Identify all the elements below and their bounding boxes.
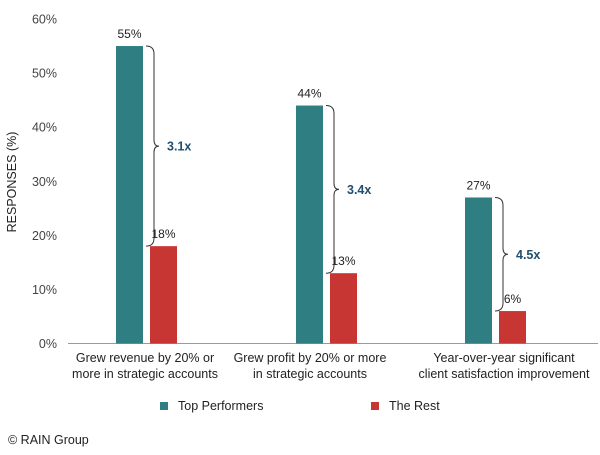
y-tick-label: 40%: [32, 121, 57, 135]
data-label: 18%: [151, 227, 175, 241]
data-label: 55%: [117, 27, 141, 41]
legend-swatch-the-rest: [371, 402, 379, 410]
legend: Top Performers The Rest: [0, 399, 600, 419]
ratio-annotation: 4.5x: [516, 248, 540, 262]
legend-swatch-top-performers: [160, 402, 168, 410]
y-tick-label: 50%: [32, 67, 57, 81]
y-tick-label: 30%: [32, 175, 57, 189]
legend-item-top-performers: Top Performers: [160, 399, 263, 413]
ratio-annotation: 3.4x: [347, 183, 371, 197]
legend-label-top-performers: Top Performers: [178, 399, 264, 413]
y-tick-label: 20%: [32, 229, 57, 243]
ratio-annotation: 3.1x: [167, 140, 191, 154]
y-axis-title: RESPONSES (%): [5, 132, 19, 233]
bar-the-rest: [150, 246, 177, 344]
bar-the-rest: [499, 311, 526, 344]
copyright-text: © RAIN Group: [8, 433, 89, 447]
x-category-label: client satisfaction improvement: [419, 367, 590, 381]
x-category-label: more in strategic accounts: [72, 367, 218, 381]
data-label: 27%: [466, 178, 490, 192]
x-category-label: Year-over-year significant: [433, 351, 575, 365]
data-label: 6%: [504, 292, 522, 306]
data-label: 13%: [331, 254, 355, 268]
bar-top-performers: [116, 46, 143, 344]
brace: [494, 196, 509, 312]
x-category-label: Grew profit by 20% or more: [234, 351, 387, 365]
bar-top-performers: [465, 197, 492, 344]
brace: [325, 105, 340, 274]
brace: [145, 45, 160, 247]
y-tick-label: 60%: [32, 13, 57, 27]
y-tick-label: 10%: [32, 283, 57, 297]
bar-top-performers: [296, 105, 323, 344]
x-category-label: in strategic accounts: [253, 367, 367, 381]
legend-item-the-rest: The Rest: [371, 399, 440, 413]
x-category-label: Grew revenue by 20% or: [76, 351, 214, 365]
bar-the-rest: [330, 273, 357, 344]
y-tick-label: 0%: [39, 337, 57, 351]
data-label: 44%: [297, 87, 321, 101]
legend-label-the-rest: The Rest: [389, 399, 440, 413]
